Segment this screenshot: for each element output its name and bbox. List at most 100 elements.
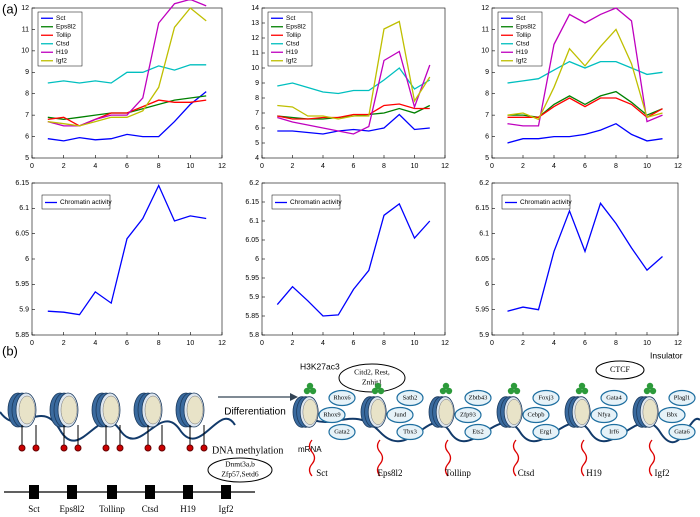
panel-label: (a) — [2, 1, 18, 16]
x-tick-label: 8 — [157, 340, 161, 347]
x-tick-label: 12 — [218, 340, 226, 347]
tf-label: Sath2 — [403, 394, 418, 401]
series-line — [277, 103, 430, 120]
x-tick-label: 0 — [490, 163, 494, 170]
methylation-label: DNA methylation — [212, 445, 283, 456]
mrna — [512, 439, 520, 477]
mrna — [308, 439, 316, 477]
legend-label: Sct — [516, 15, 526, 22]
legend-label: Sct — [286, 15, 296, 22]
legend-label: Sct — [56, 15, 66, 22]
methyl-group — [200, 444, 208, 452]
x-tick-label: 6 — [352, 163, 356, 170]
x-tick-label: 6 — [583, 163, 587, 170]
y-tick-label: 10 — [481, 48, 489, 55]
mark-label: H3K27ac3 — [300, 361, 340, 371]
gene-label: Tollinp — [445, 468, 471, 478]
x-tick-label: 8 — [382, 340, 386, 347]
y-tick-label: 6.05 — [475, 256, 489, 263]
y-tick-label: 5.9 — [479, 332, 489, 339]
insulator-label: Insulator — [650, 350, 683, 360]
methyl-group — [18, 444, 26, 452]
legend-box — [271, 194, 341, 210]
series-line — [277, 20, 431, 120]
nucleosome-face — [642, 399, 658, 425]
legend-box — [41, 194, 111, 210]
methyl-group — [158, 444, 166, 452]
legend-box — [501, 194, 571, 210]
tf-label: Nfya — [598, 411, 611, 418]
tf-oval — [522, 406, 550, 424]
gene-label: Tollinp — [99, 504, 125, 514]
x-tick-label: 12 — [218, 163, 226, 170]
y-tick-label: 6 — [25, 256, 29, 263]
acetyl-mark — [507, 387, 515, 395]
repressor-label: Citd2, Rest, — [354, 368, 390, 377]
x-tick-label: 10 — [643, 340, 651, 347]
acetyl-mark — [646, 382, 654, 390]
gene-box — [29, 485, 39, 499]
y-tick-label: 6 — [25, 133, 29, 140]
y-tick-label: 8 — [255, 95, 259, 102]
y-tick-label: 9 — [485, 69, 489, 76]
x-tick-label: 6 — [583, 340, 587, 347]
tf-oval — [386, 406, 414, 424]
y-tick-label: 6 — [485, 133, 489, 140]
gene-label: Eps8l2 — [377, 468, 402, 478]
acetyl-mark — [377, 387, 385, 395]
y-tick-label: 6.1 — [19, 205, 29, 212]
series-line — [47, 7, 207, 127]
tf-label: Rhox6 — [333, 394, 351, 401]
y-tick-label: 9 — [255, 80, 259, 87]
tf-oval — [396, 389, 424, 407]
legend-label: Tollip — [56, 32, 71, 39]
x-tick-label: 12 — [674, 163, 682, 170]
gene-label: Ctsd — [142, 504, 159, 514]
legend-label: Eps8l2 — [516, 23, 536, 30]
legend-box — [497, 11, 543, 67]
legend-label: Ctsd — [286, 40, 300, 47]
x-tick-label: 10 — [643, 163, 651, 170]
factor-oval — [207, 457, 273, 483]
methyl-group — [60, 444, 68, 452]
gene-box — [221, 485, 231, 499]
legend-label: Tollip — [516, 32, 531, 39]
y-tick-label: 12 — [21, 5, 29, 12]
x-tick-label: 4 — [552, 340, 556, 347]
gene-label: H19 — [586, 468, 602, 478]
y-tick-label: 6.2 — [249, 180, 259, 187]
y-tick-label: 5 — [25, 155, 29, 162]
gene-box — [67, 485, 77, 499]
tf-oval — [590, 406, 618, 424]
x-tick-label: 10 — [186, 163, 194, 170]
legend-label: Eps8l2 — [286, 23, 306, 30]
legend-label: Igf2 — [286, 57, 297, 64]
x-tick-label: 4 — [93, 340, 97, 347]
acetyl-mark — [371, 387, 379, 395]
gene-box — [183, 485, 193, 499]
series-line — [507, 60, 663, 84]
tf-label: Bbx — [667, 411, 679, 418]
x-tick-label: 2 — [291, 340, 295, 347]
x-tick-label: 0 — [490, 340, 494, 347]
series-line — [507, 7, 663, 127]
tf-oval — [318, 406, 346, 424]
y-tick-label: 8 — [25, 91, 29, 98]
x-tick-label: 8 — [157, 163, 161, 170]
tf-label: Cebpb — [528, 411, 545, 418]
x-tick-label: 4 — [321, 163, 325, 170]
gene-label: Igf2 — [219, 504, 234, 514]
tf-label: Plagl1 — [674, 394, 691, 401]
acetyl-mark — [303, 387, 311, 395]
legend-label: Chromatin activity — [520, 199, 572, 206]
legend-box — [37, 11, 83, 67]
series-line — [276, 202, 431, 317]
acetyl-mark — [439, 387, 447, 395]
y-tick-label: 7 — [25, 112, 29, 119]
tf-label: Tbx3 — [403, 428, 417, 435]
methyl-group — [186, 444, 194, 452]
acetyl-mark — [445, 387, 453, 395]
nucleosome-face — [506, 399, 522, 425]
tf-label: Gata4 — [606, 394, 622, 401]
